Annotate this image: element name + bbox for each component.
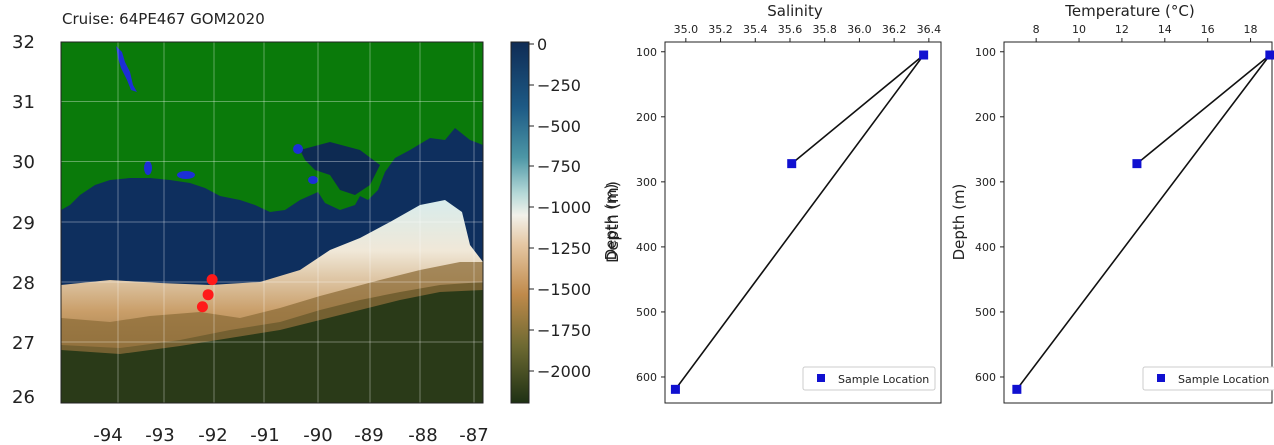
temperature-panel: Temperature (°C) Depth (m) 8 10 12 14 16 18 10… [950, 2, 1274, 404]
x-tick-label: 36.4 [917, 23, 942, 36]
map-x-tick: -90 [303, 425, 332, 445]
colorbar-tick: 0 [537, 35, 547, 54]
x-tick-label: 35.0 [674, 23, 699, 36]
colorbar-ticks: 0 −250 −500 −750 −1000 −1250 −1500 −1750… [529, 35, 591, 381]
lake-grand [177, 171, 195, 179]
map-x-tick: -94 [93, 425, 122, 445]
legend-label: Sample Location [838, 373, 929, 386]
x-tick-label: 35.4 [743, 23, 768, 36]
map-y-tick: 30 [12, 152, 35, 173]
colorbar-tick: −2000 [537, 362, 591, 381]
colorbar-label: Depth (m) [603, 181, 622, 263]
x-tick-label: 36.2 [882, 23, 907, 36]
map-x-ticks: -94 -93 -92 -91 -90 -89 -88 -87 [93, 425, 488, 445]
y-tick-label: 100 [636, 46, 657, 59]
colorbar-tick: −250 [537, 76, 581, 95]
abyssal-plain [61, 282, 483, 403]
sample-point [919, 50, 929, 60]
sample-marker [202, 289, 214, 301]
colorbar-tick: −1500 [537, 280, 591, 299]
map-x-tick: -89 [354, 425, 383, 445]
salinity-ylabel: Depth (m) [602, 184, 620, 261]
sample-point [670, 384, 680, 394]
coastal-bay [300, 142, 380, 195]
salinity-panel: Salinity Depth (m) 35.0 35.2 35.4 35.6 35.8 3… [602, 2, 942, 404]
map-frame [60, 41, 484, 404]
x-tick-label: 36.0 [847, 23, 872, 36]
lake-toledo-bend [116, 46, 137, 92]
map-area [61, 42, 483, 403]
y-tick-label: 400 [975, 241, 996, 254]
x-tick-label: 14 [1158, 23, 1172, 36]
x-tick-label: 18 [1244, 23, 1258, 36]
lake-salvador [308, 176, 318, 184]
y-tick-label: 300 [636, 176, 657, 189]
map-y-tick: 26 [12, 387, 35, 408]
legend-marker [1157, 374, 1165, 382]
y-tick-label: 600 [975, 371, 996, 384]
map-x-tick: -87 [459, 425, 488, 445]
map-x-tick: -93 [145, 425, 174, 445]
map-gridlines [61, 42, 483, 403]
legend-label: Sample Location [1178, 373, 1269, 386]
legend-box [802, 366, 936, 391]
colorbar [510, 41, 530, 404]
temperature-title: Temperature (°C) [1064, 2, 1194, 20]
sample-markers [196, 274, 218, 313]
salinity-legend: Sample Location [802, 366, 936, 391]
y-tick-label: 600 [636, 371, 657, 384]
legend-box [1142, 366, 1274, 391]
map-subtitle: Cruise: 64PE467 GOM2020 [62, 10, 265, 28]
salinity-title: Salinity [767, 2, 823, 20]
lake-maurepas [293, 144, 303, 154]
x-tick-label: 10 [1072, 23, 1086, 36]
map-x-tick: -88 [408, 425, 437, 445]
y-tick-label: 100 [975, 46, 996, 59]
sample-point [1265, 50, 1274, 60]
sample-marker [196, 301, 208, 313]
legend-marker [817, 374, 825, 382]
salinity-plot-frame [664, 41, 942, 404]
colorbar-tick: −500 [537, 117, 581, 136]
map-y-tick: 27 [12, 333, 35, 354]
temperature-plot-frame [1003, 41, 1273, 404]
temperature-legend: Sample Location [1142, 366, 1274, 391]
colorbar-tick: −1250 [537, 239, 591, 258]
colorbar-tick: −1750 [537, 321, 591, 340]
map-y-tick: 29 [12, 213, 35, 234]
map-y-tick: 28 [12, 273, 35, 294]
sample-point [1132, 159, 1142, 169]
x-tick-label: 8 [1033, 23, 1040, 36]
y-tick-label: 200 [636, 111, 657, 124]
y-tick-label: 400 [636, 241, 657, 254]
map-y-tick: 31 [12, 92, 35, 113]
x-tick-label: 35.6 [778, 23, 803, 36]
colorbar-tick: −1000 [537, 198, 591, 217]
y-tick-label: 300 [975, 176, 996, 189]
x-tick-label: 35.8 [812, 23, 837, 36]
map-y-ticks: 32 31 30 29 28 27 26 [12, 32, 35, 408]
lake-calcasieu [144, 161, 152, 175]
sample-point [1012, 384, 1022, 394]
y-tick-label: 200 [975, 111, 996, 124]
x-tick-label: 12 [1115, 23, 1129, 36]
map-x-tick: -91 [250, 425, 279, 445]
sample-point [787, 159, 797, 169]
temperature-ylabel: Depth (m) [950, 184, 968, 261]
sample-marker [206, 274, 218, 286]
map-y-tick: 32 [12, 32, 35, 53]
lower-slope [61, 262, 483, 354]
y-tick-label: 500 [636, 306, 657, 319]
y-tick-label: 500 [975, 306, 996, 319]
x-tick-label: 16 [1201, 23, 1215, 36]
colorbar-tick: −750 [537, 157, 581, 176]
x-tick-label: 35.2 [708, 23, 733, 36]
map-x-tick: -92 [198, 425, 227, 445]
